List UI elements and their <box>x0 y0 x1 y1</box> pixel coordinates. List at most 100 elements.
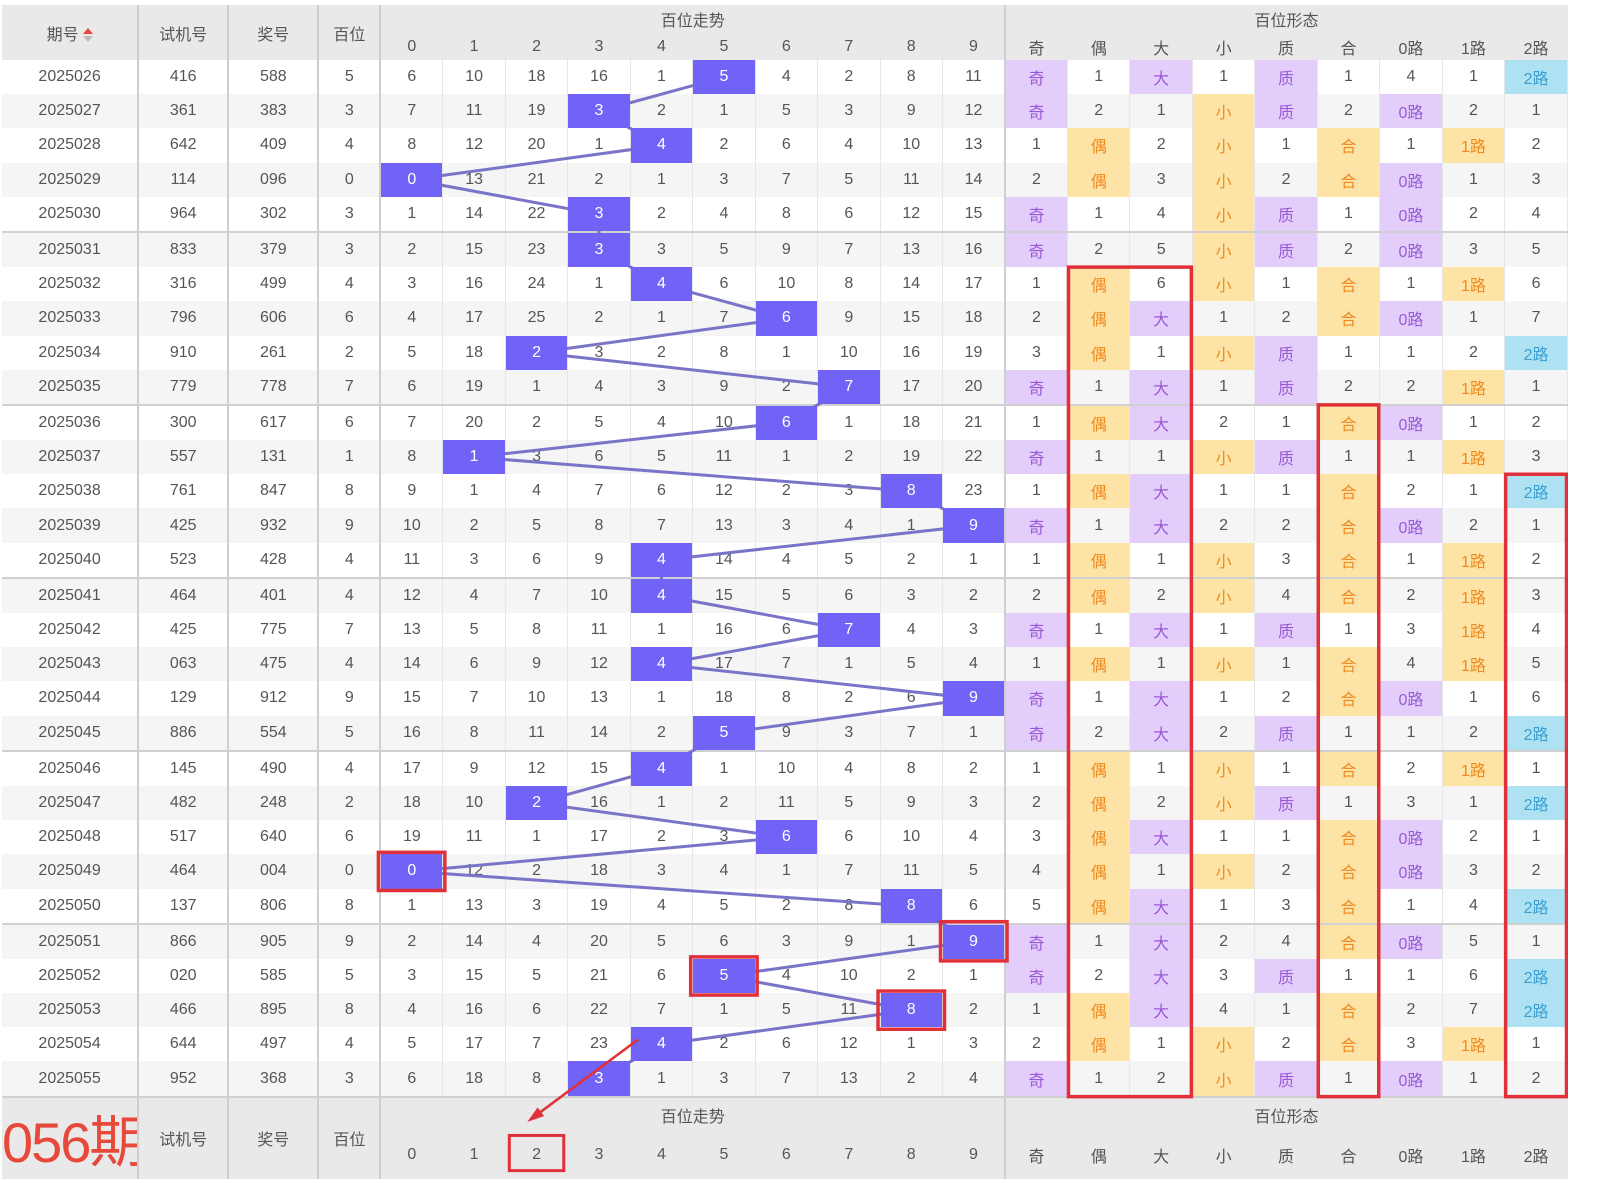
trend-miss-count: 5 <box>567 404 631 441</box>
trend-miss-count: 6 <box>755 613 819 648</box>
trend-miss-count: 1 <box>630 60 694 95</box>
hundreds-digit: 9 <box>318 508 382 543</box>
trend-miss-count: 7 <box>505 1027 569 1062</box>
form-cell: 偶 <box>1067 854 1131 889</box>
trend-miss-count: 2 <box>880 1061 943 1098</box>
form-cell: 2 <box>1379 577 1443 613</box>
issue-number: 2025044 <box>2 681 140 716</box>
trend-miss-count: 2 <box>567 301 631 336</box>
issue-number: 2025040 <box>2 542 140 579</box>
test-number: 796 <box>138 301 230 336</box>
test-number: 642 <box>138 128 230 163</box>
issue-number: 2025045 <box>2 715 140 752</box>
trend-hit-cell: 5 <box>692 60 756 95</box>
form-cell: 1 <box>1005 750 1068 786</box>
trend-miss-count: 21 <box>567 958 631 994</box>
table-row: 2025026 416 588 5 6 10 18 16 1 5 4 2 8 11 奇 1 大 1 质 1 4 1 2路 <box>2 60 1568 95</box>
trend-miss-count: 5 <box>442 613 506 648</box>
form-cell: 2路 <box>1504 715 1568 752</box>
trend-miss-count: 10 <box>380 508 444 543</box>
form-cell: 7 <box>1442 993 1506 1028</box>
trend-miss-count: 11 <box>692 440 756 475</box>
trend-hit-cell: 6 <box>755 404 819 441</box>
trend-miss-count: 4 <box>942 1061 1007 1098</box>
form-cell: 1 <box>1504 508 1568 543</box>
trend-miss-count: 17 <box>442 301 506 336</box>
trend-miss-count: 23 <box>567 1027 631 1062</box>
issue-number: 2025053 <box>2 993 140 1028</box>
trend-miss-count: 11 <box>380 542 444 579</box>
form-cell: 1 <box>1254 820 1318 855</box>
form-column-7: 1路 <box>1442 33 1506 60</box>
trend-miss-count: 4 <box>817 508 881 543</box>
trend-miss-count: 5 <box>630 923 694 959</box>
trend-miss-count: 3 <box>630 231 694 268</box>
test-number: 557 <box>138 440 230 475</box>
trend-miss-count: 10 <box>817 335 881 370</box>
form-cell: 2路 <box>1504 958 1568 994</box>
table-row: 2025043 063 475 4 14 6 9 12 4 17 7 1 5 4 1 偶 1 小 1 合 4 1路 5 <box>2 647 1568 682</box>
trend-miss-count: 8 <box>817 267 881 302</box>
trend-column-7: 7 <box>817 33 881 60</box>
trend-miss-count: 22 <box>567 993 631 1028</box>
form-cell: 合 <box>1317 923 1381 959</box>
trend-column-5: 5 <box>692 33 756 60</box>
trend-miss-count: 2 <box>817 60 881 95</box>
trend-miss-count: 10 <box>755 750 819 786</box>
form-cell: 合 <box>1317 888 1381 925</box>
column-header-prize-number: 奖号 <box>228 5 320 60</box>
form-cell: 1 <box>1504 369 1568 406</box>
trend-miss-count: 10 <box>692 404 756 441</box>
test-number: 425 <box>138 508 230 543</box>
trend-miss-count: 2 <box>755 474 819 509</box>
trend-miss-count: 3 <box>880 577 943 613</box>
form-cell: 3 <box>1379 1027 1443 1062</box>
form-column-6: 0路 <box>1379 1131 1443 1179</box>
form-cell: 4 <box>1129 196 1193 233</box>
trend-miss-count: 6 <box>505 542 569 579</box>
trend-miss-count: 3 <box>442 542 506 579</box>
trend-miss-count: 3 <box>942 1027 1007 1062</box>
form-cell: 2路 <box>1504 335 1568 370</box>
form-cell: 合 <box>1317 577 1381 613</box>
column-header-issue[interactable]: 期号 <box>2 5 140 60</box>
prize-number: 775 <box>228 613 320 648</box>
table-row: 2025036 300 617 6 7 20 2 5 4 10 6 1 18 21 1 偶大 2 1 合 0路 1 2 <box>2 404 1568 441</box>
test-number: 866 <box>138 923 230 959</box>
trend-miss-count: 1 <box>942 958 1007 994</box>
trend-miss-count: 24 <box>505 267 569 302</box>
form-cell: 2 <box>1005 785 1068 821</box>
form-cell: 3 <box>1504 577 1568 613</box>
trend-column-8: 8 <box>880 33 943 60</box>
trend-column-1: 1 <box>442 33 506 60</box>
trend-miss-count: 3 <box>567 335 631 370</box>
trend-miss-count: 18 <box>567 854 631 889</box>
hundreds-digit: 7 <box>318 369 382 406</box>
trend-miss-count: 1 <box>880 923 943 959</box>
form-cell: 大 <box>1129 60 1193 95</box>
trend-miss-count: 15 <box>380 681 444 716</box>
trend-miss-count: 8 <box>442 715 506 752</box>
trend-miss-count: 5 <box>880 647 943 682</box>
trend-miss-count: 16 <box>442 267 506 302</box>
test-number: 523 <box>138 542 230 579</box>
trend-miss-count: 1 <box>755 854 819 889</box>
trend-miss-count: 15 <box>442 231 506 268</box>
form-cell: 3 <box>1442 854 1506 889</box>
form-cell: 1 <box>1442 785 1506 821</box>
trend-miss-count: 8 <box>505 613 569 648</box>
table-row: 2025035 779 778 7 6 19 1 4 3 9 2 7 17 20 奇 1 大 1 质 2 2 1路 1 <box>2 369 1568 406</box>
trend-miss-count: 4 <box>942 647 1007 682</box>
trend-miss-count: 8 <box>380 440 444 475</box>
test-number: 644 <box>138 1027 230 1062</box>
trend-miss-count: 8 <box>880 60 943 95</box>
form-cell: 0路 <box>1379 681 1443 716</box>
form-cell: 1 <box>1317 785 1381 821</box>
form-cell: 2 <box>1379 474 1443 509</box>
trend-miss-count: 3 <box>505 440 569 475</box>
form-cell: 1 <box>1317 196 1381 233</box>
sort-icon[interactable] <box>82 28 93 43</box>
prize-number: 617 <box>228 404 320 441</box>
trend-miss-count: 3 <box>817 715 881 752</box>
